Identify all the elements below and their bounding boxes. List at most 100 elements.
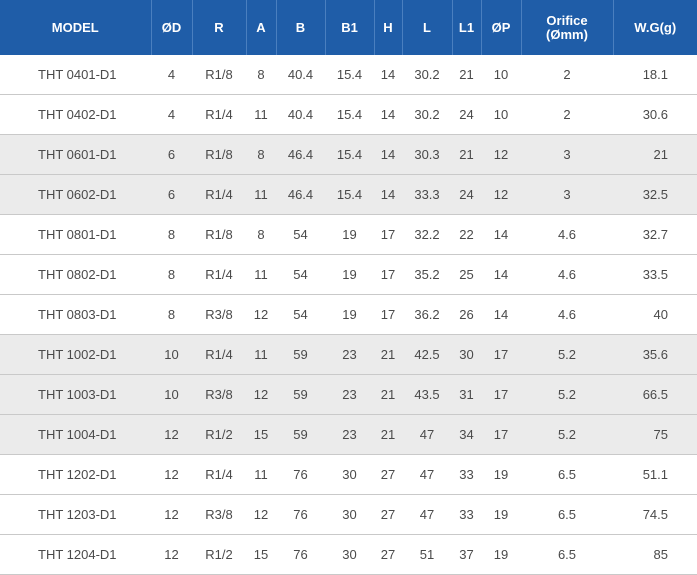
cell-h: 21 [374, 334, 402, 375]
cell-orifice: 3 [521, 174, 613, 215]
cell-r: R1/8 [192, 134, 246, 175]
cell-weight: 66.5 [613, 374, 697, 415]
cell-op: 17 [481, 374, 521, 415]
cell-weight: 40 [613, 294, 697, 335]
cell-model: THT 0401-D1 [0, 55, 151, 95]
cell-a: 12 [246, 294, 276, 335]
cell-l: 42.5 [402, 334, 452, 375]
cell-l1: 37 [452, 534, 481, 575]
cell-r: R1/4 [192, 94, 246, 135]
cell-orifice: 6.5 [521, 454, 613, 495]
cell-b: 59 [276, 334, 325, 375]
cell-l1: 33 [452, 454, 481, 495]
cell-h: 14 [374, 174, 402, 215]
cell-od: 12 [151, 534, 192, 575]
cell-b1: 15.4 [325, 134, 374, 175]
header-r: R [192, 0, 247, 55]
cell-r: R1/8 [192, 214, 246, 255]
cell-l1: 33 [452, 494, 481, 535]
cell-weight: 35.6 [613, 334, 697, 375]
cell-model: THT 1002-D1 [0, 334, 151, 375]
table-row: THT 0801-D1 8 R1/8 8 54 19 17 32.2 22 14 4.6 32.7 [0, 214, 697, 255]
cell-l: 33.3 [402, 174, 452, 215]
header-h: H [374, 0, 403, 55]
cell-model: THT 0803-D1 [0, 294, 151, 335]
cell-orifice: 5.2 [521, 374, 613, 415]
cell-op: 19 [481, 534, 521, 575]
cell-orifice: 2 [521, 55, 613, 95]
cell-l: 43.5 [402, 374, 452, 415]
cell-b: 54 [276, 214, 325, 255]
cell-b1: 15.4 [325, 174, 374, 215]
cell-b: 59 [276, 414, 325, 455]
header-b: B [276, 0, 326, 55]
cell-l: 51 [402, 534, 452, 575]
cell-a: 12 [246, 494, 276, 535]
cell-h: 17 [374, 254, 402, 295]
cell-h: 21 [374, 374, 402, 415]
cell-orifice: 2 [521, 94, 613, 135]
cell-a: 8 [246, 55, 276, 95]
cell-h: 27 [374, 454, 402, 495]
table-row: THT 1202-D1 12 R1/4 11 76 30 27 47 33 19 6.5 51.1 [0, 454, 697, 495]
cell-h: 14 [374, 55, 402, 95]
cell-od: 12 [151, 414, 192, 455]
cell-weight: 32.7 [613, 214, 697, 255]
cell-a: 11 [246, 174, 276, 215]
cell-op: 17 [481, 334, 521, 375]
cell-l1: 24 [452, 94, 481, 135]
cell-r: R1/8 [192, 55, 246, 95]
cell-b1: 19 [325, 254, 374, 295]
cell-b: 76 [276, 534, 325, 575]
cell-weight: 18.1 [613, 55, 697, 95]
cell-a: 8 [246, 214, 276, 255]
cell-od: 4 [151, 55, 192, 95]
header-orifice-line2: (Ømm) [546, 26, 588, 42]
cell-op: 12 [481, 174, 521, 215]
cell-l1: 21 [452, 134, 481, 175]
cell-b1: 19 [325, 214, 374, 255]
header-weight: W.G(g) [613, 0, 697, 55]
cell-a: 12 [246, 374, 276, 415]
cell-orifice: 4.6 [521, 214, 613, 255]
cell-l: 47 [402, 414, 452, 455]
cell-a: 15 [246, 414, 276, 455]
cell-op: 19 [481, 454, 521, 495]
table-row: THT 0802-D1 8 R1/4 11 54 19 17 35.2 25 14 4.6 33.5 [0, 254, 697, 295]
cell-orifice: 5.2 [521, 334, 613, 375]
cell-weight: 74.5 [613, 494, 697, 535]
header-orifice: Orifice (Ømm) [521, 0, 614, 55]
cell-od: 12 [151, 454, 192, 495]
cell-a: 15 [246, 534, 276, 575]
cell-h: 27 [374, 534, 402, 575]
cell-model: THT 0402-D1 [0, 94, 151, 135]
cell-b: 54 [276, 254, 325, 295]
cell-b: 76 [276, 454, 325, 495]
cell-l1: 24 [452, 174, 481, 215]
cell-h: 21 [374, 414, 402, 455]
cell-od: 8 [151, 214, 192, 255]
cell-b1: 30 [325, 454, 374, 495]
cell-r: R1/4 [192, 254, 246, 295]
cell-a: 11 [246, 94, 276, 135]
table-row: THT 0402-D1 4 R1/4 11 40.4 15.4 14 30.2 24 10 2 30.… [0, 94, 697, 135]
table-row: THT 1003-D1 10 R3/8 12 59 23 21 43.5 31 17 5.2 66.5 [0, 374, 697, 415]
cell-weight: 85 [613, 534, 697, 575]
cell-model: THT 1004-D1 [0, 414, 151, 455]
cell-r: R1/4 [192, 454, 246, 495]
cell-b1: 23 [325, 374, 374, 415]
cell-op: 14 [481, 254, 521, 295]
cell-l1: 21 [452, 55, 481, 95]
cell-l1: 34 [452, 414, 481, 455]
cell-l1: 30 [452, 334, 481, 375]
cell-r: R1/2 [192, 534, 246, 575]
cell-l: 35.2 [402, 254, 452, 295]
cell-b1: 15.4 [325, 55, 374, 95]
header-row: MODEL ØD R A B B1 H L L1 ØP Orifice (Ømm)… [0, 0, 697, 55]
cell-b: 46.4 [276, 174, 325, 215]
cell-model: THT 0602-D1 [0, 174, 151, 215]
header-b1: B1 [325, 0, 375, 55]
cell-weight: 30.6 [613, 94, 697, 135]
cell-weight: 32.5 [613, 174, 697, 215]
